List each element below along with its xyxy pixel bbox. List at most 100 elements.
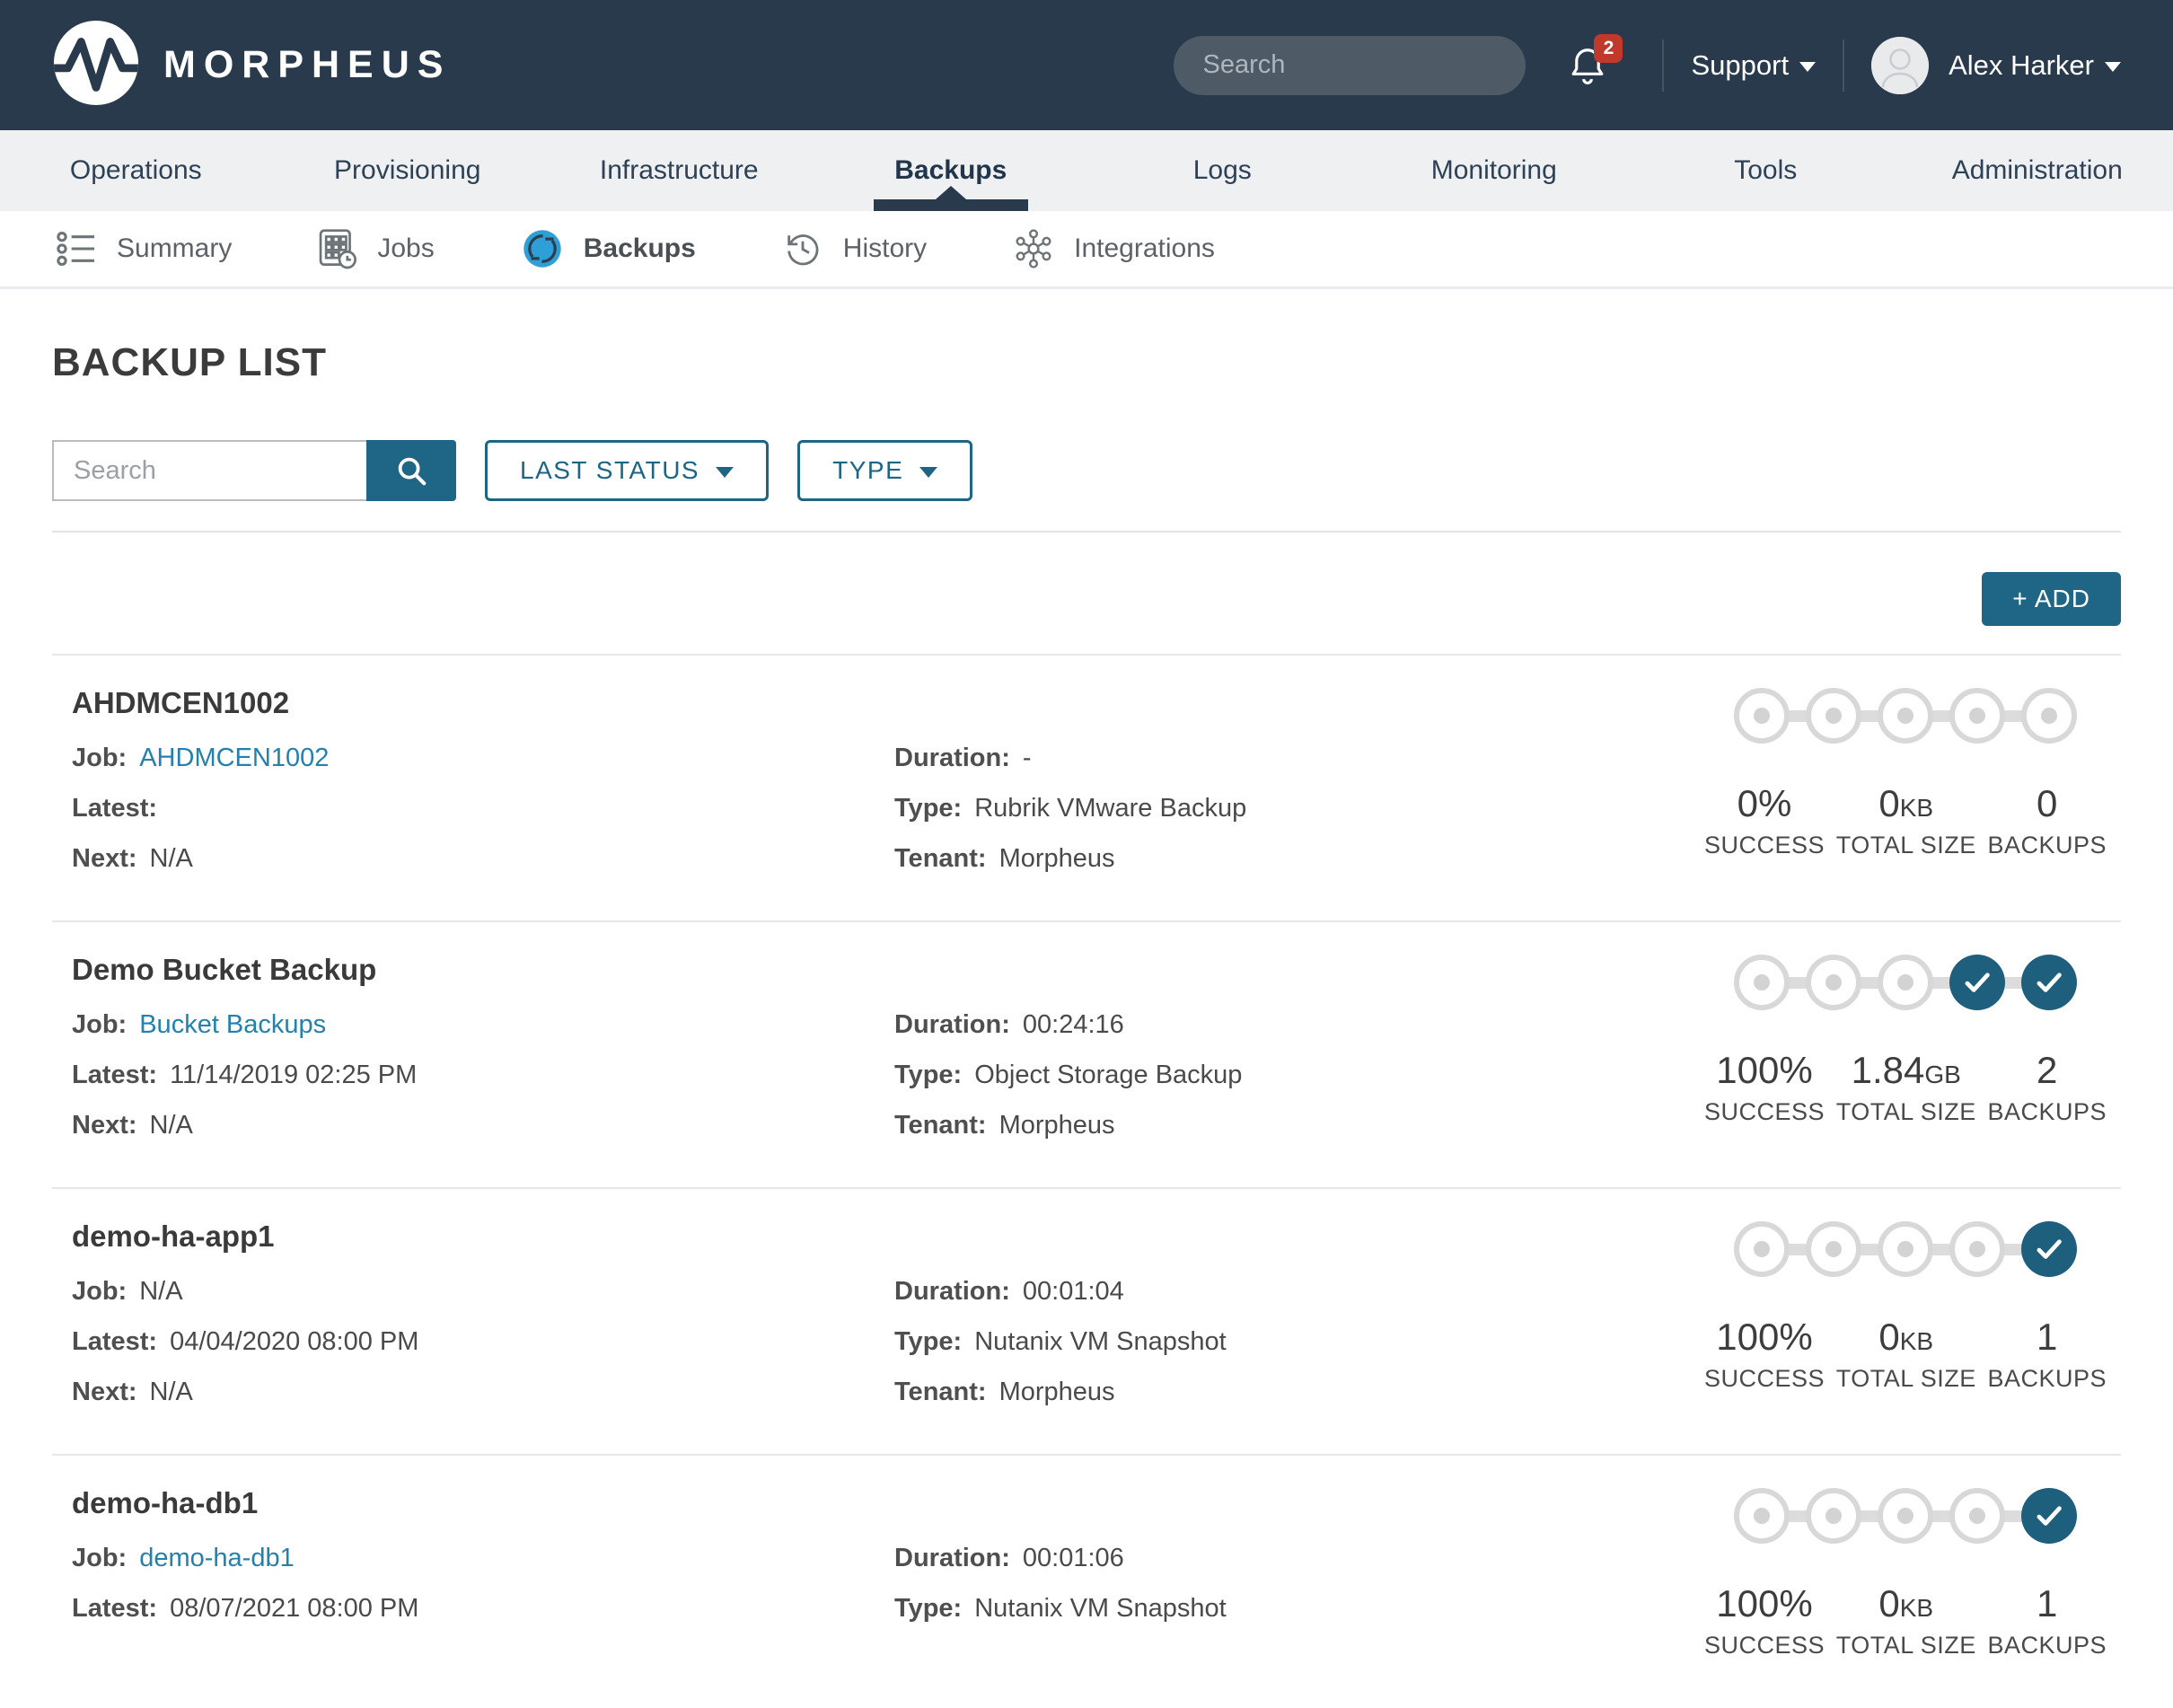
field-label: Type: <box>894 794 962 823</box>
caret-down-icon <box>1799 62 1816 72</box>
brand[interactable]: MORPHEUS <box>52 19 451 111</box>
tab-tools[interactable]: Tools <box>1630 130 1902 211</box>
field-value: N/A <box>150 1378 193 1406</box>
subnav-label: Integrations <box>1074 233 1215 264</box>
status-dot <box>1734 955 1790 1010</box>
status-dot <box>1949 955 2005 1010</box>
dot-connector <box>1931 1510 1951 1522</box>
last-status-filter[interactable]: LAST STATUS <box>485 440 769 501</box>
type-filter[interactable]: TYPE <box>797 440 972 501</box>
support-menu[interactable]: Support <box>1691 49 1816 82</box>
subnav-item-integrations[interactable]: Integrations <box>1013 228 1215 269</box>
add-backup-button[interactable]: + ADD <box>1982 572 2121 626</box>
stat-value-number: 1.84 <box>1852 1049 1925 1091</box>
status-dots <box>1699 1221 2112 1277</box>
stat-value-number: 100% <box>1716 1582 1812 1624</box>
detail-row: Type:Nutanix VM Snapshot <box>894 1595 1699 1622</box>
field-label: Latest: <box>72 794 157 823</box>
backup-search-button[interactable] <box>366 440 456 501</box>
support-label: Support <box>1691 49 1789 82</box>
stat: 0% SUCCESS <box>1704 785 1825 859</box>
detail-row: Latest: <box>72 795 894 822</box>
subnav-item-history[interactable]: History <box>782 228 927 269</box>
stat-value-number: 100% <box>1716 1049 1812 1091</box>
detail-row: Duration:00:01:06 <box>894 1545 1699 1572</box>
user-menu[interactable]: Alex Harker <box>1871 37 2121 94</box>
global-search-input[interactable] <box>1201 49 1543 81</box>
job-link[interactable]: demo-ha-db1 <box>139 1544 295 1572</box>
field-value: 00:24:16 <box>1023 1010 1124 1039</box>
tab-infrastructure[interactable]: Infrastructure <box>543 130 815 211</box>
caret-down-icon <box>2105 62 2121 72</box>
status-dot <box>2021 1221 2077 1277</box>
field-value: Nutanix VM Snapshot <box>974 1594 1226 1623</box>
global-search[interactable] <box>1174 36 1526 95</box>
page-content: BACKUP LIST LAST STATUS TYPE + ADD AHDMC… <box>0 343 2173 1708</box>
stat-label: SUCCESS <box>1704 1098 1825 1126</box>
field-value: 00:01:06 <box>1023 1544 1124 1572</box>
stat-value-number: 2 <box>2037 1049 2057 1091</box>
detail-row: Duration:- <box>894 744 1699 771</box>
job-link[interactable]: AHDMCEN1002 <box>139 744 329 772</box>
tab-backups[interactable]: Backups <box>815 130 1087 211</box>
stat-label: TOTAL SIZE <box>1836 1365 1976 1393</box>
dot-connector <box>1788 710 1808 722</box>
last-status-label: LAST STATUS <box>520 456 699 485</box>
tab-administration[interactable]: Administration <box>1902 130 2173 211</box>
stat-value-number: 0% <box>1738 782 1792 824</box>
field-value: N/A <box>139 1277 182 1306</box>
avatar-person-icon <box>1871 37 1929 94</box>
dot-connector <box>1931 1244 1951 1255</box>
job-link[interactable]: Bucket Backups <box>139 1010 326 1039</box>
status-dot <box>2021 955 2077 1010</box>
field-label: Job: <box>72 1277 127 1306</box>
field-label: Latest: <box>72 1594 157 1623</box>
notifications-button[interactable]: 2 <box>1567 45 1608 86</box>
field-value: - <box>1023 744 1032 772</box>
tab-operations[interactable]: Operations <box>0 130 272 211</box>
subnav-item-jobs[interactable]: Jobs <box>318 228 434 269</box>
tab-monitoring[interactable]: Monitoring <box>1359 130 1631 211</box>
status-dot <box>1878 1221 1933 1277</box>
stat-label: TOTAL SIZE <box>1836 1632 1976 1660</box>
app-header: MORPHEUS 2 Support Alex Harker <box>0 0 2173 130</box>
caret-down-icon <box>919 467 937 478</box>
field-value: Morpheus <box>999 844 1115 873</box>
field-value: 08/07/2021 08:00 PM <box>170 1594 418 1623</box>
subnav-item-backups[interactable]: Backups <box>521 227 696 270</box>
check-icon <box>1960 965 1994 999</box>
field-value: Nutanix VM Snapshot <box>974 1327 1226 1356</box>
field-label: Next: <box>72 1111 137 1140</box>
field-label: Job: <box>72 744 127 772</box>
dot-connector <box>1931 710 1951 722</box>
detail-row: Job: AHDMCEN1002 <box>72 744 894 771</box>
field-label: Type: <box>894 1061 962 1089</box>
stat-label: SUCCESS <box>1704 832 1825 859</box>
field-label: Tenant: <box>894 844 987 873</box>
tab-logs[interactable]: Logs <box>1086 130 1359 211</box>
detail-row: Latest:11/14/2019 02:25 PM <box>72 1061 894 1088</box>
field-value: Object Storage Backup <box>974 1061 1242 1089</box>
backup-search-input[interactable] <box>52 440 366 501</box>
status-dots <box>1699 955 2112 1010</box>
status-dot <box>1734 1488 1790 1544</box>
detail-row: Duration:00:01:04 <box>894 1278 1699 1305</box>
stat-value-unit: KB <box>1900 1594 1933 1622</box>
subnav-item-summary[interactable]: Summary <box>56 231 232 267</box>
tab-provisioning[interactable]: Provisioning <box>272 130 544 211</box>
dot-connector <box>1860 710 1879 722</box>
field-label: Next: <box>72 844 137 873</box>
stat-label: BACKUPS <box>1987 1365 2107 1393</box>
stat-value-unit: GB <box>1924 1061 1960 1088</box>
status-dot <box>1734 688 1790 744</box>
search-icon <box>394 453 428 488</box>
hub-nodes-icon <box>1013 228 1054 269</box>
stat: 100%SUCCESS <box>1704 1318 1825 1393</box>
dot-connector <box>2003 977 2023 989</box>
